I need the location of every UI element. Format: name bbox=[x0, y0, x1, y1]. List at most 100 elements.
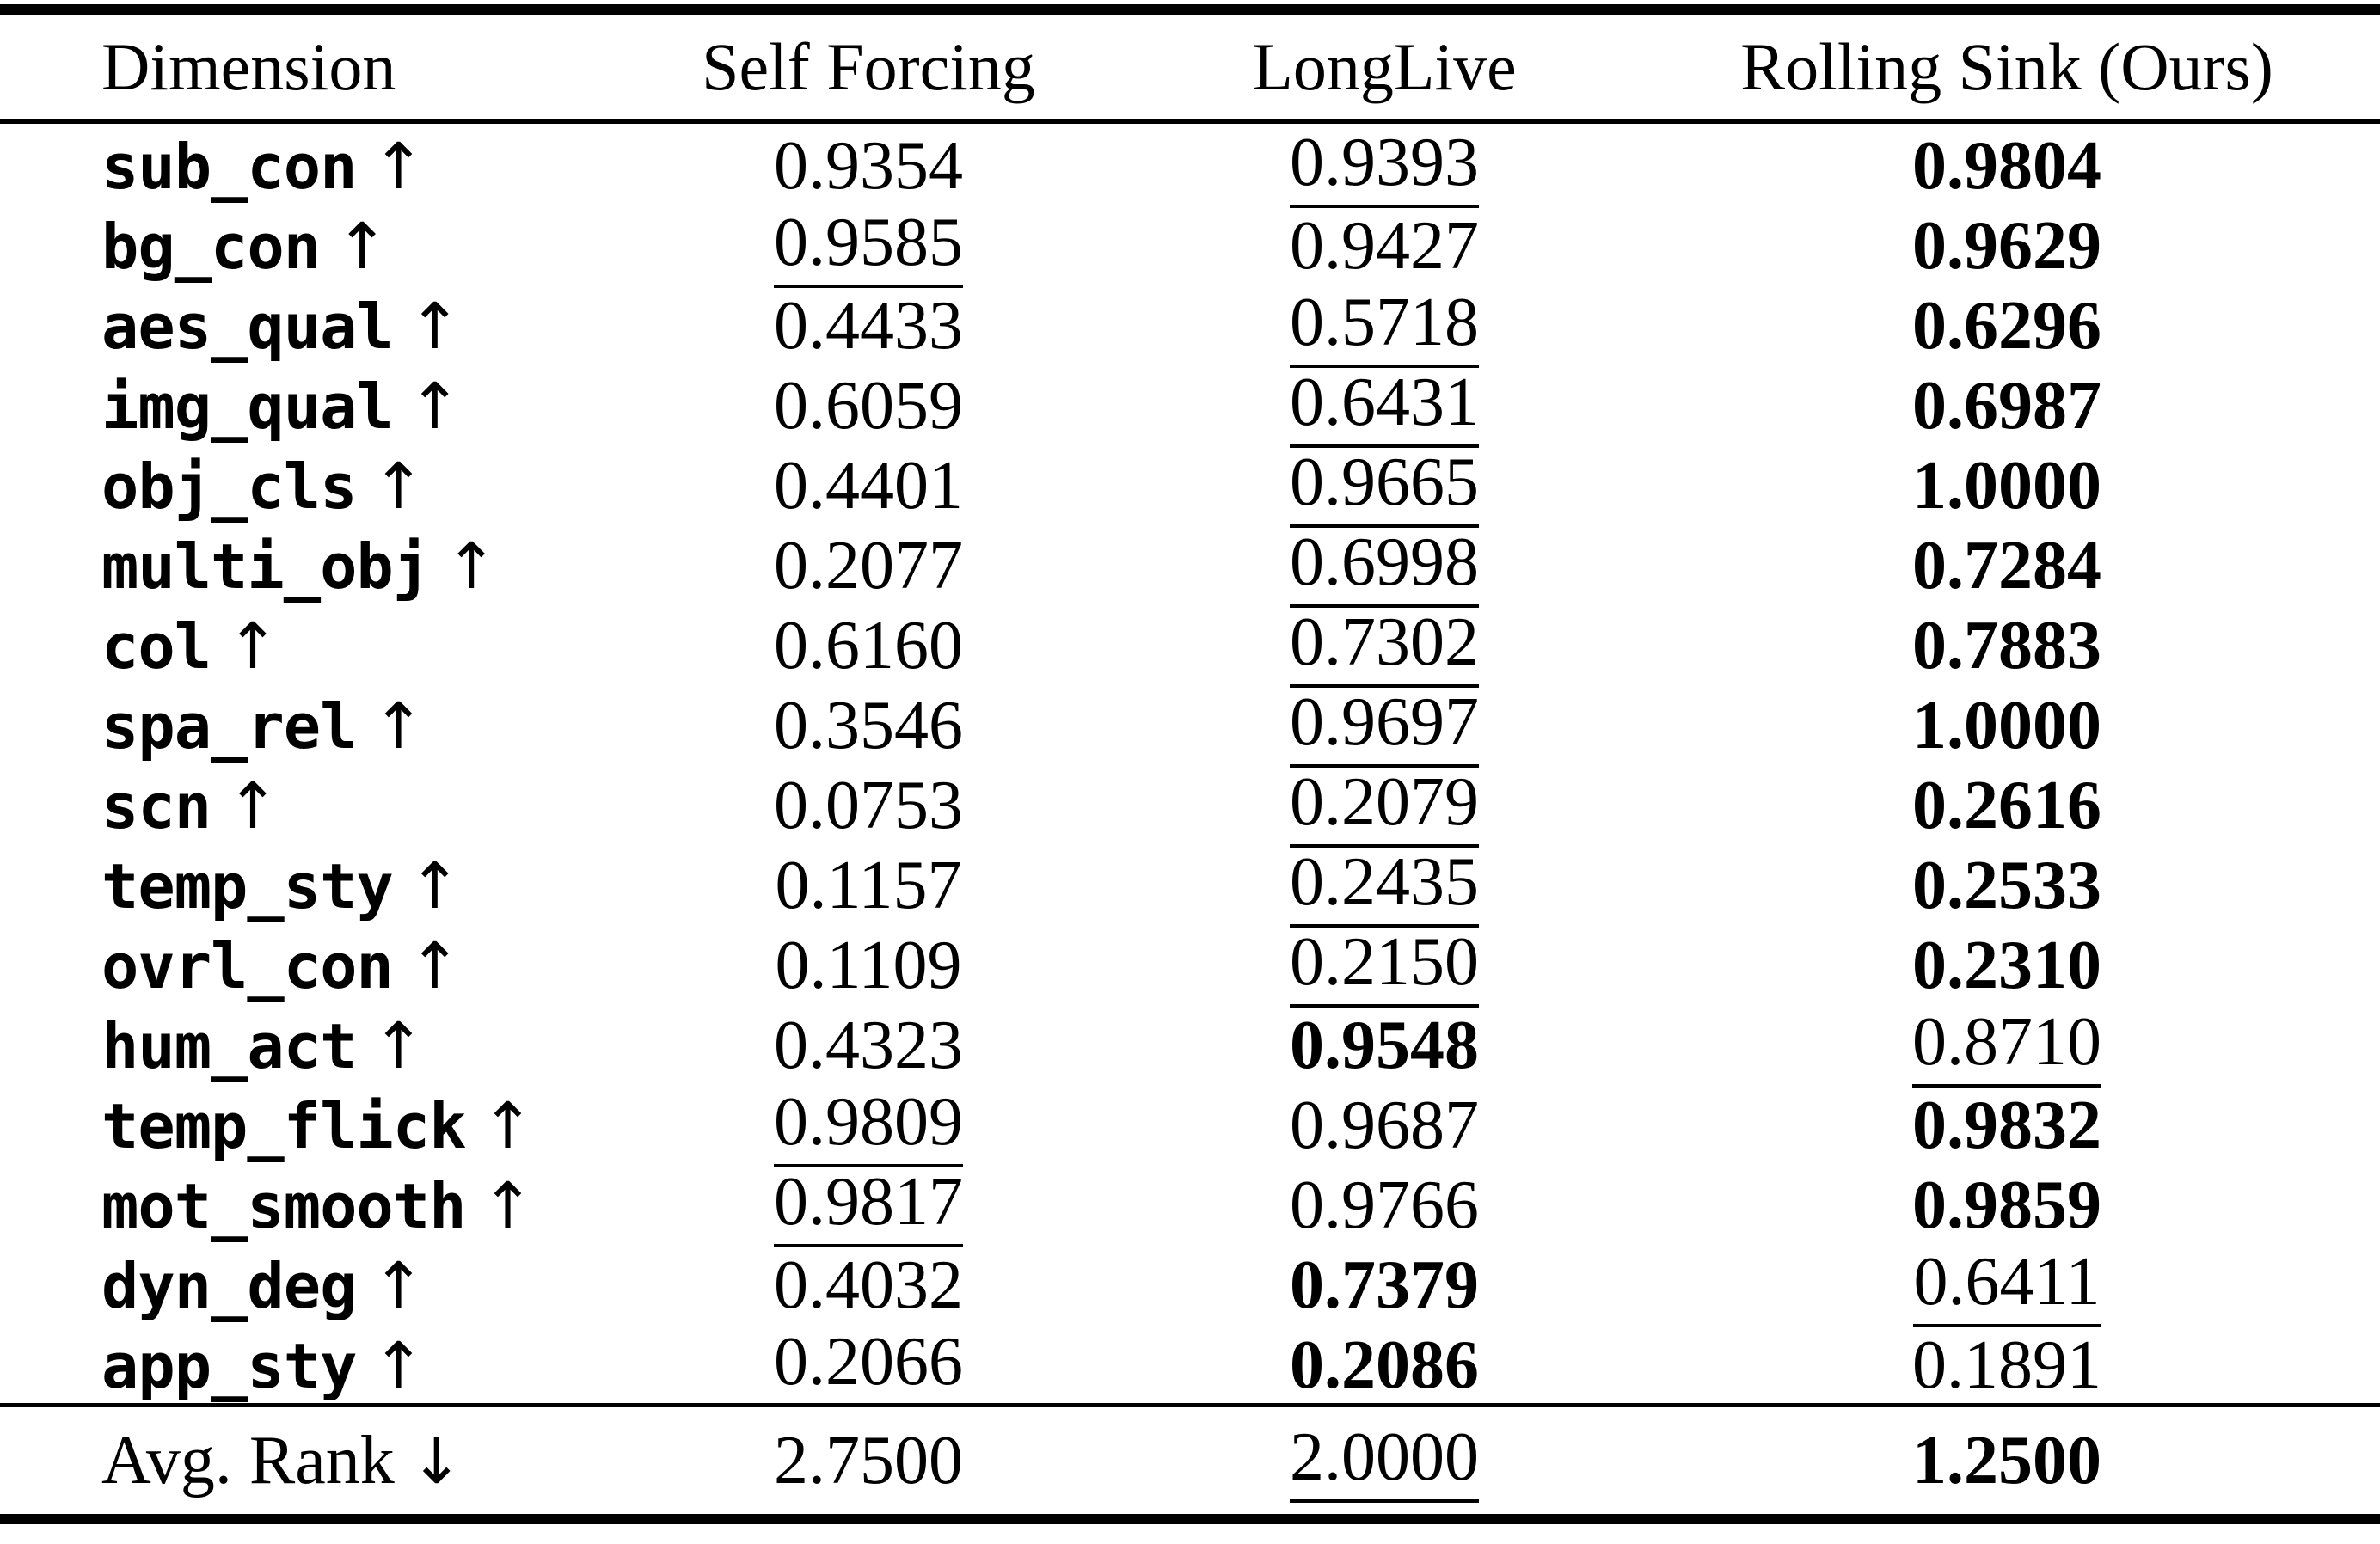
metric-value: 0.9427 bbox=[1290, 207, 1479, 284]
metric-value: 0.7883 bbox=[1912, 607, 2101, 683]
dimension-cell: dyn_deg ↑ bbox=[0, 1247, 602, 1325]
table-row: mot_smooth ↑ 0.9817 0.9766 0.9859 bbox=[0, 1163, 2380, 1247]
dimension-label: scn bbox=[101, 769, 212, 842]
self-forcing-cell: 0.9585 bbox=[602, 204, 1135, 288]
bottom-rule bbox=[0, 1514, 2380, 1524]
dimension-cell: aes_qual ↑ bbox=[0, 287, 602, 365]
table-row: aes_qual ↑ 0.4433 0.5718 0.6296 bbox=[0, 284, 2380, 368]
table-row: multi_obj ↑ 0.2077 0.6998 0.7284 bbox=[0, 524, 2380, 608]
metric-value: 0.7284 bbox=[1912, 527, 2101, 604]
dimension-cell: mot_smooth ↑ bbox=[0, 1167, 602, 1245]
metric-value: 0.9809 bbox=[774, 1088, 963, 1167]
dimension-label: ovrl_con bbox=[101, 929, 394, 1002]
up-arrow-icon: ↑ bbox=[226, 609, 280, 683]
self-forcing-cell: 0.3546 bbox=[602, 687, 1135, 765]
metric-value: 1.0000 bbox=[1912, 447, 2101, 524]
up-arrow-icon: ↑ bbox=[408, 849, 462, 923]
metric-value: 0.8710 bbox=[1912, 1008, 2101, 1088]
dimension-cell: temp_sty ↑ bbox=[0, 847, 602, 925]
metric-value: 0.4433 bbox=[774, 287, 963, 364]
self-forcing-cell: 0.9354 bbox=[602, 127, 1135, 205]
dimension-label: aes_qual bbox=[101, 290, 394, 363]
ours-cell: 0.6296 bbox=[1634, 287, 2380, 365]
dimension-label: col bbox=[101, 610, 212, 683]
up-arrow-icon: ↑ bbox=[481, 1168, 535, 1243]
ours-cell: 0.6987 bbox=[1634, 367, 2380, 445]
up-arrow-icon: ↑ bbox=[408, 369, 462, 444]
table-row: temp_sty ↑ 0.1157 0.2435 0.2533 bbox=[0, 843, 2380, 928]
self-forcing-cell: 0.4323 bbox=[602, 1007, 1135, 1085]
metric-value: 0.4401 bbox=[774, 447, 963, 524]
table-row: obj_cls ↑ 0.4401 0.9665 1.0000 bbox=[0, 444, 2380, 528]
ours-cell: 0.2616 bbox=[1634, 767, 2380, 845]
metric-value: 0.2150 bbox=[1290, 928, 1479, 1008]
longlive-cell: 0.6431 bbox=[1135, 364, 1634, 448]
ours-cell: 0.2533 bbox=[1634, 847, 2380, 925]
dimension-label: temp_sty bbox=[101, 849, 394, 922]
dimension-label: img_qual bbox=[101, 370, 394, 443]
dimension-cell: multi_obj ↑ bbox=[0, 527, 602, 605]
dimension-cell: img_qual ↑ bbox=[0, 367, 602, 445]
up-arrow-icon: ↑ bbox=[335, 209, 390, 284]
down-arrow-icon: ↓ bbox=[409, 1424, 463, 1498]
self-forcing-cell: 0.4032 bbox=[602, 1247, 1135, 1325]
up-arrow-icon: ↑ bbox=[371, 689, 426, 763]
self-forcing-cell: 0.1157 bbox=[602, 847, 1135, 925]
longlive-cell: 0.9427 bbox=[1135, 207, 1634, 285]
up-arrow-icon: ↑ bbox=[371, 129, 426, 204]
self-forcing-cell: 0.2077 bbox=[602, 527, 1135, 605]
up-arrow-icon: ↑ bbox=[481, 1088, 535, 1163]
longlive-cell: 0.2086 bbox=[1135, 1326, 1634, 1405]
metric-value: 0.6987 bbox=[1912, 367, 2101, 444]
avg-rank-value: 1.2500 bbox=[1912, 1422, 2101, 1498]
metric-value: 0.9585 bbox=[774, 208, 963, 288]
table-header-row: Dimension Self Forcing LongLive Rolling … bbox=[0, 15, 2380, 119]
metric-value: 0.9804 bbox=[1912, 127, 2101, 204]
dimension-cell: hum_act ↑ bbox=[0, 1007, 602, 1085]
dimension-label: hum_act bbox=[101, 1009, 357, 1082]
avg-rank-label: Avg. Rank bbox=[101, 1422, 395, 1498]
avg-rank-value: 2.0000 bbox=[1290, 1423, 1479, 1503]
dimension-label: spa_rel bbox=[101, 689, 357, 763]
longlive-cell: 0.7379 bbox=[1135, 1247, 1634, 1325]
table-row: app_sty ↑ 0.2066 0.2086 0.1891 bbox=[0, 1323, 2380, 1407]
dimension-label: mot_smooth bbox=[101, 1169, 466, 1242]
longlive-cell: 0.2435 bbox=[1135, 843, 1634, 928]
metric-value: 0.2079 bbox=[1290, 768, 1479, 848]
self-forcing-cell: 0.9817 bbox=[602, 1163, 1135, 1247]
top-rule bbox=[0, 4, 2380, 15]
table-row: sub_con ↑ 0.9354 0.9393 0.9804 bbox=[0, 124, 2380, 208]
metric-value: 0.6160 bbox=[774, 607, 963, 683]
metric-value: 0.9832 bbox=[1912, 1087, 2101, 1163]
metric-value: 0.2086 bbox=[1290, 1326, 1479, 1403]
metric-value: 0.2435 bbox=[1290, 848, 1479, 928]
self-forcing-cell: 0.4433 bbox=[602, 287, 1135, 365]
longlive-cell: 0.9766 bbox=[1135, 1167, 1634, 1245]
table-row: scn ↑ 0.0753 0.2079 0.2616 bbox=[0, 763, 2380, 848]
metric-value: 0.1157 bbox=[775, 847, 962, 923]
metric-value: 0.9859 bbox=[1912, 1167, 2101, 1243]
dimension-cell: spa_rel ↑ bbox=[0, 687, 602, 765]
dimension-label: bg_con bbox=[101, 210, 321, 283]
table-row: hum_act ↑ 0.4323 0.9548 0.8710 bbox=[0, 1003, 2380, 1088]
self-forcing-cell: 0.2066 bbox=[602, 1323, 1135, 1407]
metric-value: 0.9687 bbox=[1290, 1087, 1479, 1163]
metric-value: 0.6059 bbox=[774, 367, 963, 444]
table-row: temp_flick ↑ 0.9809 0.9687 0.9832 bbox=[0, 1083, 2380, 1167]
up-arrow-icon: ↑ bbox=[408, 289, 462, 364]
longlive-cell: 0.9665 bbox=[1135, 444, 1634, 528]
dimension-label: sub_con bbox=[101, 130, 357, 203]
dimension-cell: bg_con ↑ bbox=[0, 207, 602, 285]
dimension-cell: temp_flick ↑ bbox=[0, 1087, 602, 1165]
metric-value: 0.9697 bbox=[1290, 688, 1479, 768]
self-forcing-cell: 0.0753 bbox=[602, 767, 1135, 845]
metric-value: 0.9548 bbox=[1290, 1007, 1479, 1083]
metric-value: 0.4323 bbox=[774, 1007, 963, 1083]
dimension-cell: ovrl_con ↑ bbox=[0, 927, 602, 1005]
metric-value: 0.6411 bbox=[1913, 1247, 2101, 1327]
metric-value: 0.9817 bbox=[774, 1167, 963, 1247]
metric-value: 0.6296 bbox=[1912, 287, 2101, 364]
header-rule bbox=[0, 119, 2380, 124]
metric-value: 0.7302 bbox=[1290, 608, 1479, 688]
